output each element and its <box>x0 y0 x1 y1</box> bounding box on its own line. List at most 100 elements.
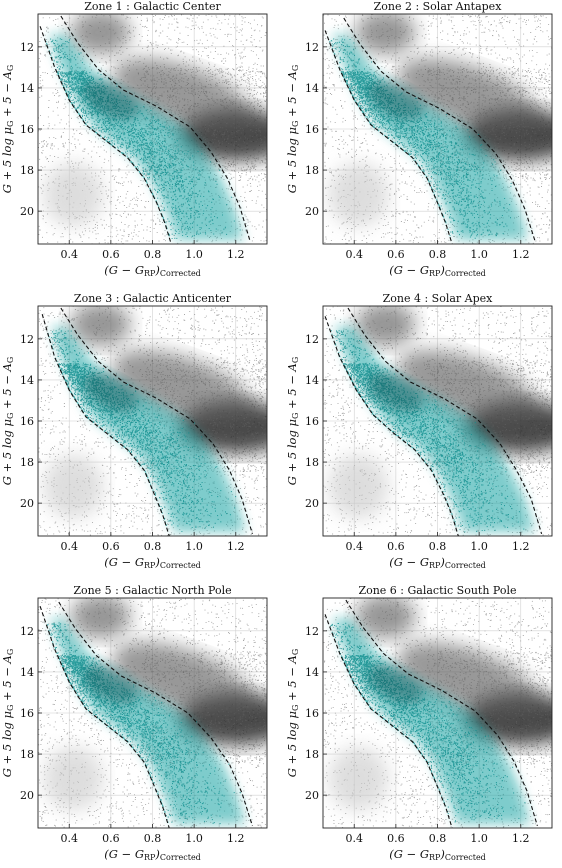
boundary-left-line <box>324 614 453 828</box>
x-axis-label: (G − GRP)Corrected <box>104 263 201 278</box>
y-tick-label: 12 <box>305 41 319 54</box>
x-tick-label: 1.0 <box>185 540 203 553</box>
boundary-left-line <box>39 606 170 828</box>
boundary-right-line <box>58 601 253 827</box>
x-axis-label: (G − GRP)Corrected <box>104 555 201 570</box>
x-tick-label: 1.2 <box>227 248 245 261</box>
panel-title: Zone 6 : Galactic South Pole <box>358 584 516 597</box>
y-axis-label: G + 5 log μG + 5 − AG <box>0 357 15 486</box>
x-axis-label: (G − GRP)Corrected <box>389 263 486 278</box>
y-axis-label: G + 5 log μG + 5 − AG <box>285 649 300 778</box>
boundary-left-line <box>39 26 172 244</box>
dense-region <box>70 14 131 55</box>
x-tick-label: 0.8 <box>144 540 162 553</box>
dense-region <box>355 14 416 55</box>
y-tick-label: 18 <box>305 164 319 177</box>
plot-area <box>38 598 267 828</box>
x-tick-label: 0.8 <box>429 540 447 553</box>
panel-zone3: Zone 3 : Galactic Anticenter 0.4 0.6 0.8 1.0… <box>0 292 268 570</box>
x-tick-label: 1.2 <box>227 540 245 553</box>
x-tick-label: 0.6 <box>102 540 120 553</box>
dense-region <box>355 598 416 639</box>
selected-star-band <box>329 34 529 240</box>
dense-region <box>328 746 389 811</box>
y-tick-label: 20 <box>20 497 34 510</box>
y-tick-label: 16 <box>20 707 34 720</box>
panel-title: Zone 2 : Solar Antapex <box>374 0 503 13</box>
plot-area <box>323 306 552 536</box>
boundary-left-line <box>324 30 453 244</box>
x-tick-label: 0.4 <box>345 832 363 845</box>
dense-region <box>397 58 540 135</box>
x-tick-label: 0.6 <box>387 540 405 553</box>
x-tick-label: 1.2 <box>512 832 530 845</box>
selected-band-core <box>83 664 139 705</box>
y-tick-label: 18 <box>20 456 34 469</box>
y-tick-label: 18 <box>305 748 319 761</box>
x-tick-label: 1.2 <box>512 248 530 261</box>
selected-star-band <box>330 326 535 533</box>
y-tick-label: 20 <box>305 205 319 218</box>
y-tick-label: 18 <box>20 164 34 177</box>
x-tick-label: 0.8 <box>429 248 447 261</box>
y-tick-label: 14 <box>20 82 34 95</box>
plot-area <box>323 14 552 244</box>
dense-region <box>355 306 416 347</box>
boundary-right-line <box>343 17 536 243</box>
panel-zone1: Zone 1 : Galactic Center 0.4 0.6 0.8 1.0 1.2 1… <box>0 0 268 278</box>
y-tick-label: 12 <box>20 625 34 638</box>
x-tick-label: 1.2 <box>512 540 530 553</box>
y-tick-label: 14 <box>20 374 34 387</box>
x-axis-label: (G − GRP)Corrected <box>104 847 201 862</box>
x-tick-label: 0.8 <box>144 248 162 261</box>
x-axis-label: (G − GRP)Corrected <box>389 555 486 570</box>
selected-stars <box>330 622 526 823</box>
y-tick-label: 18 <box>20 748 34 761</box>
x-tick-label: 0.6 <box>102 832 120 845</box>
y-tick-label: 12 <box>20 333 34 346</box>
dense-region <box>328 162 389 227</box>
y-tick-label: 20 <box>305 789 319 802</box>
y-tick-label: 16 <box>20 415 34 428</box>
y-axis-label: G + 5 log μG + 5 − AG <box>0 649 15 778</box>
x-tick-label: 0.6 <box>102 248 120 261</box>
x-tick-label: 1.0 <box>470 540 488 553</box>
x-tick-label: 0.8 <box>144 832 162 845</box>
x-tick-label: 0.4 <box>345 248 363 261</box>
x-axis-label: (G − GRP)Corrected <box>389 847 486 862</box>
boundary-right-line <box>347 307 543 535</box>
y-tick-label: 20 <box>20 789 34 802</box>
panel-title: Zone 3 : Galactic Anticenter <box>74 292 232 305</box>
x-tick-label: 0.4 <box>60 540 78 553</box>
plot-area <box>38 306 267 536</box>
x-tick-label: 1.0 <box>185 832 203 845</box>
selected-band-core <box>368 372 424 413</box>
panel-zone5: Zone 5 : Galactic North Pole 0.4 0.6 0.8 1.0… <box>0 584 268 862</box>
x-tick-label: 1.0 <box>185 248 203 261</box>
selected-band-core <box>368 80 424 121</box>
y-tick-label: 16 <box>20 123 34 136</box>
panel-zone6: Zone 6 : Galactic South Pole 0.4 0.6 0.8 1.0… <box>285 584 553 862</box>
dense-region <box>43 454 104 519</box>
boundary-right-line <box>60 307 253 535</box>
x-tick-label: 0.4 <box>60 832 78 845</box>
y-tick-label: 12 <box>305 333 319 346</box>
y-tick-label: 14 <box>20 666 34 679</box>
x-tick-label: 0.4 <box>60 248 78 261</box>
dense-region <box>43 162 104 227</box>
dense-region <box>112 58 255 135</box>
y-axis-label: G + 5 log μG + 5 − AG <box>285 357 300 486</box>
dense-region <box>112 642 255 719</box>
x-tick-label: 1.0 <box>470 832 488 845</box>
y-tick-label: 16 <box>305 415 319 428</box>
dense-region <box>70 598 131 639</box>
x-tick-label: 0.4 <box>345 540 363 553</box>
plot-area <box>323 598 552 828</box>
panel-title: Zone 5 : Galactic North Pole <box>73 584 231 597</box>
panel-title: Zone 1 : Galactic Center <box>84 0 221 13</box>
boundary-left-line <box>324 316 459 536</box>
x-tick-label: 0.6 <box>387 248 405 261</box>
y-axis-label: G + 5 log μG + 5 − AG <box>285 65 300 194</box>
